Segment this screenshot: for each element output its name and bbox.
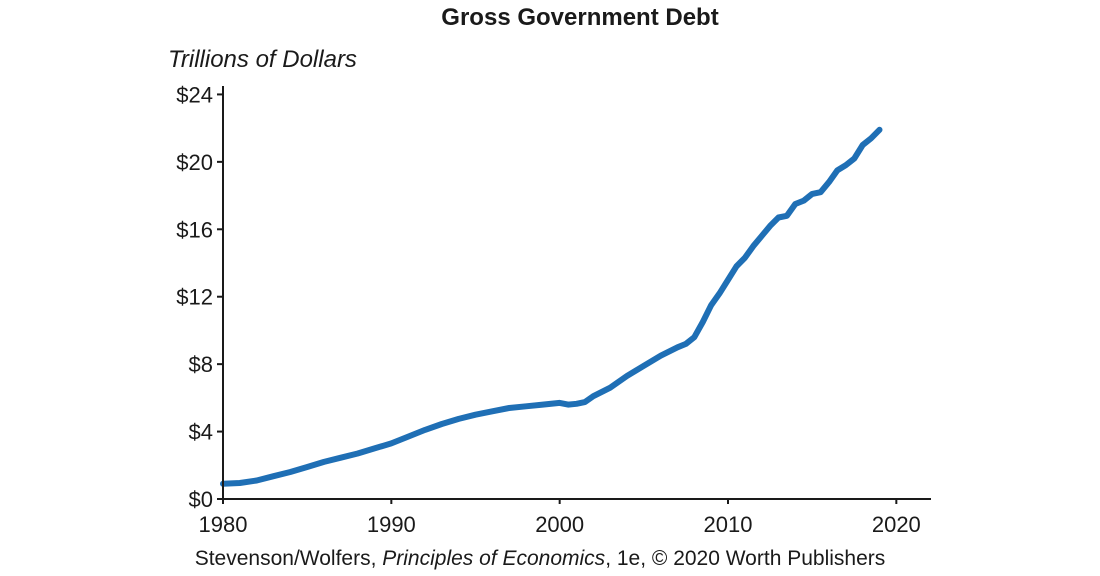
y-tick-label: $4 [189,420,213,445]
debt-series-line [220,126,883,487]
x-axis-ticks: 1980 1990 2000 2010 2020 [199,499,921,537]
source-caption: Stevenson/Wolfers, Principles of Economi… [195,547,886,570]
x-tick-label: 1990 [367,512,416,537]
x-tick-label: 2000 [535,512,584,537]
y-axis-label: Trillions of Dollars [168,46,357,73]
chart-title: Gross Government Debt [441,4,718,31]
series-layer [220,126,883,487]
caption-suffix: , 1e, © 2020 Worth Publishers [605,547,885,570]
x-tick-label: 2010 [704,512,753,537]
y-tick-label: $24 [176,82,213,107]
x-tick-label: 2020 [872,512,921,537]
y-tick-label: $12 [176,285,213,310]
caption-book-title: Principles of Economics [382,547,605,570]
y-tick-label: $8 [189,352,213,377]
y-tick-label: $16 [176,217,213,242]
y-tick-label: $20 [176,150,213,175]
y-tick-label: $0 [189,487,213,512]
caption-prefix: Stevenson/Wolfers, [195,547,383,570]
y-axis-ticks: $0 $4 $8 $12 $16 $20 $24 [176,82,223,512]
x-tick-label: 1980 [199,512,248,537]
